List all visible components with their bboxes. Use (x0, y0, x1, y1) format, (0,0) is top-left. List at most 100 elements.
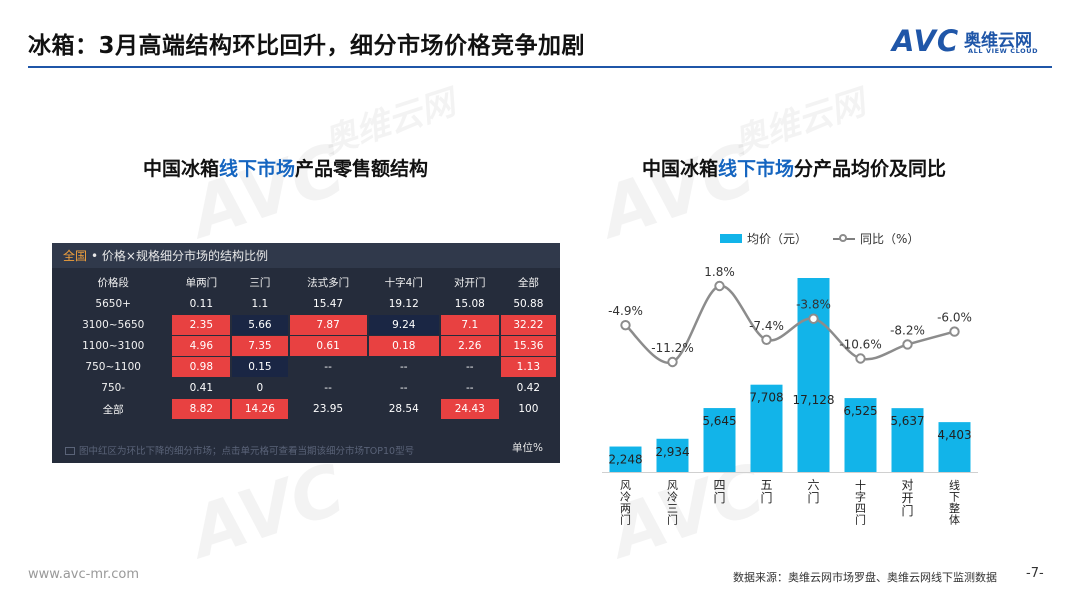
row-label: 全部 (56, 399, 171, 419)
bar[interactable] (609, 446, 642, 472)
bar[interactable] (844, 398, 877, 472)
table-cell[interactable]: 23.95 (289, 399, 367, 419)
table-cell[interactable]: 0.11 (172, 294, 231, 314)
table-row: 全部 8.82 14.26 23.95 28.54 24.43 100 (56, 399, 556, 419)
region-selector[interactable]: 全国 (63, 249, 88, 263)
legend-line-swatch (833, 233, 856, 245)
footer-url[interactable]: www.avc-mr.com (28, 567, 140, 582)
table-cell[interactable]: 28.54 (368, 399, 439, 419)
table-cell[interactable]: 1.1 (232, 294, 288, 314)
price-chart: 2,248 2,934 5,645 7,708 17,128 6,525 5,637 4,40… (602, 265, 978, 527)
table-cell[interactable]: -- (440, 378, 499, 398)
left-title-highlight: 线下市场 (219, 158, 296, 180)
row-label: 5650+ (56, 294, 171, 314)
table-cell[interactable]: 5.66 (232, 315, 288, 335)
table-cell[interactable]: 1.13 (500, 357, 556, 377)
table-cell[interactable]: 50.88 (500, 294, 556, 314)
yoy-point[interactable] (949, 326, 960, 337)
legend-line-label: 同比（%） (860, 232, 920, 246)
legend-bar-swatch (720, 234, 742, 243)
logo-mark: AVC (892, 24, 960, 58)
table-cell[interactable]: 7.87 (289, 315, 367, 335)
column-header: 三门 (232, 271, 288, 293)
table-cell[interactable]: 19.12 (368, 294, 439, 314)
yoy-line (624, 284, 955, 364)
table-row: 750- 0.41 0 -- -- -- 0.42 (56, 378, 556, 398)
yoy-value-label: -10.6% (839, 337, 881, 351)
bar[interactable] (797, 278, 830, 472)
table-cell[interactable]: -- (368, 357, 439, 377)
yoy-value-label: -7.4% (749, 319, 784, 333)
table-cell[interactable]: 32.22 (500, 315, 556, 335)
bar[interactable] (703, 408, 736, 472)
table-row: 3100~5650 2.35 5.66 7.87 9.24 7.1 32.22 (56, 315, 556, 335)
bar[interactable] (750, 384, 783, 472)
table-cell[interactable]: 24.43 (440, 399, 499, 419)
table-cell[interactable]: 15.08 (440, 294, 499, 314)
table-cell[interactable]: 14.26 (232, 399, 288, 419)
legend-bar-label: 均价（元） (747, 232, 808, 246)
logo-en-text: ALL VIEW CLOUD (968, 47, 1039, 55)
table-cell[interactable]: -- (289, 378, 367, 398)
table-cell[interactable]: 0.41 (172, 378, 231, 398)
column-header: 十字4门 (368, 271, 439, 293)
yoy-point[interactable] (761, 334, 772, 345)
bar-value-label: 5,645 (702, 414, 736, 428)
watermark: 奥维云网 (726, 75, 870, 164)
yoy-value-label: -3.8% (796, 298, 831, 312)
column-header: 单两门 (172, 271, 231, 293)
page-title: 冰箱：3月高端结构环比回升，细分市场价格竞争加剧 (28, 33, 586, 59)
yoy-point[interactable] (714, 280, 725, 292)
table-cell[interactable]: -- (440, 357, 499, 377)
column-header: 法式多门 (289, 271, 367, 293)
table-cell[interactable]: 2.26 (440, 336, 499, 356)
table-cell[interactable]: -- (368, 378, 439, 398)
table-cell[interactable]: 0.98 (172, 357, 231, 377)
yoy-point[interactable] (620, 319, 631, 331)
yoy-value-label: -11.2% (651, 341, 693, 355)
bar[interactable] (938, 422, 971, 472)
structure-table-panel: 全国 • 价格×规格细分市场的结构比例 价格段 单两门 三门 法式多门 十字4门 对开门全… (52, 243, 560, 463)
table-note-text: 图中红区为环比下降的细分市场；点击单元格可查看当期该细分市场TOP10型号 (79, 446, 415, 457)
bar-value-label: 4,403 (937, 428, 971, 442)
table-cell[interactable]: 15.36 (500, 336, 556, 356)
table-cell[interactable]: 7.35 (232, 336, 288, 356)
yoy-value-label: -8.2% (890, 323, 925, 337)
table-cell[interactable]: 15.47 (289, 294, 367, 314)
yoy-point[interactable] (808, 313, 819, 324)
yoy-point[interactable] (667, 356, 678, 368)
left-title-post: 产品零售额结构 (295, 158, 429, 180)
table-cell[interactable]: 0.18 (368, 336, 439, 356)
table-cell[interactable]: 0.15 (232, 357, 288, 377)
yoy-value-label: -6.0% (937, 311, 972, 325)
table-cell[interactable]: 9.24 (368, 315, 439, 335)
table-cell[interactable]: 8.82 (172, 399, 231, 419)
watermark: AVC (181, 128, 354, 254)
table-cell[interactable]: 4.96 (172, 336, 231, 356)
column-header: 价格段 (56, 271, 171, 293)
category-label: 风冷两门 (620, 479, 631, 527)
bar[interactable] (891, 408, 924, 472)
category-label: 对开门 (901, 478, 913, 518)
bar[interactable] (656, 438, 689, 472)
right-title-highlight: 线下市场 (718, 158, 795, 180)
table-cell[interactable]: 0 (232, 378, 288, 398)
table-cell[interactable]: 0.61 (289, 336, 367, 356)
table-cell[interactable]: 0.42 (500, 378, 556, 398)
bar-value-label: 5,637 (890, 414, 924, 428)
yoy-point[interactable] (902, 339, 913, 350)
table-row: 750~1100 0.98 0.15 -- -- -- 1.13 (56, 357, 556, 377)
table-cell[interactable]: -- (289, 357, 367, 377)
table-cell[interactable]: 100 (500, 399, 556, 419)
table-unit: 单位% (512, 442, 543, 454)
table-heading: 全国 • 价格×规格细分市场的结构比例 (52, 243, 560, 268)
table-cell[interactable]: 2.35 (172, 315, 231, 335)
category-label: 四门 (713, 478, 725, 505)
watermark: AVC (181, 448, 354, 574)
table-note: 图中红区为环比下降的细分市场；点击单元格可查看当期该细分市场TOP10型号 (65, 443, 414, 457)
table-cell[interactable]: 7.1 (440, 315, 499, 335)
category-label: 五门 (760, 478, 772, 505)
row-label: 750~1100 (56, 357, 171, 377)
yoy-point[interactable] (855, 353, 866, 364)
category-label: 线下整体 (949, 478, 960, 527)
